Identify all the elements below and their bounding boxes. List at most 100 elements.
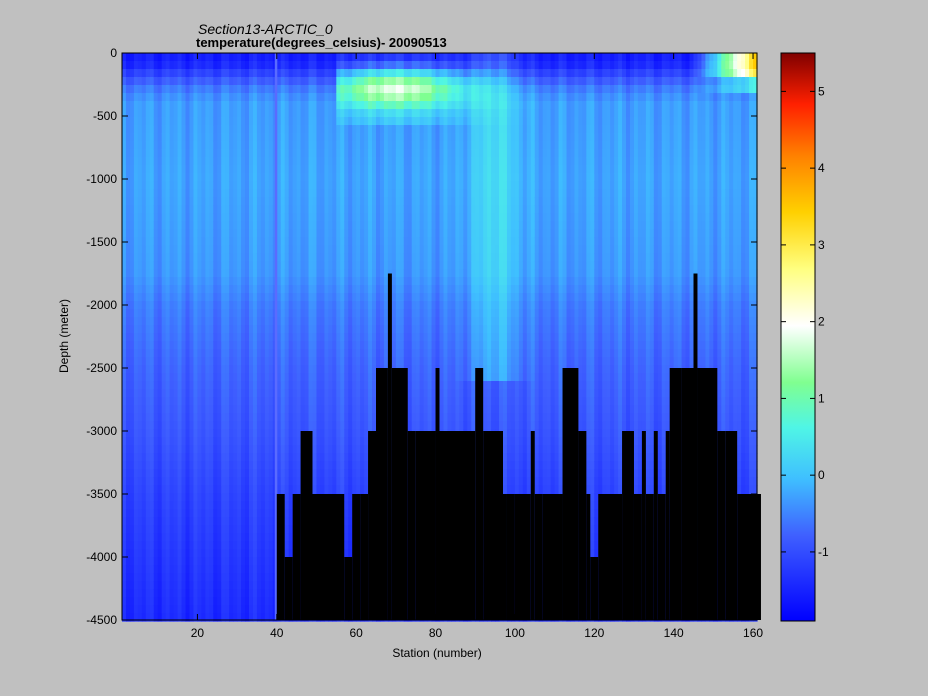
heatmap-cell: [252, 485, 258, 494]
heatmap-cell: [340, 325, 345, 334]
heatmap-cell: [304, 309, 310, 318]
heatmap-cell: [312, 229, 318, 238]
heatmap-cell: [292, 141, 298, 150]
heatmap-cell: [213, 605, 218, 614]
heatmap-cell: [340, 349, 345, 358]
heatmap-cell: [256, 549, 262, 558]
heatmap-cell: [225, 253, 230, 262]
heatmap-cell: [137, 589, 143, 598]
heatmap-cell: [205, 173, 210, 182]
heatmap-cell: [256, 205, 262, 214]
heatmap-cell: [348, 61, 353, 70]
heatmap-cell: [332, 117, 337, 126]
heatmap-cell: [268, 573, 274, 582]
heatmap-cell: [177, 133, 183, 142]
heatmap-cell: [157, 77, 163, 86]
heatmap-cell: [276, 301, 282, 310]
heatmap-cell: [133, 325, 139, 334]
heatmap-cell: [205, 381, 210, 390]
heatmap-cell: [201, 381, 206, 390]
heatmap-cell: [395, 229, 401, 238]
heatmap-cell: [125, 197, 131, 206]
heatmap-cell: [221, 509, 226, 518]
heatmap-cell: [157, 541, 163, 550]
heatmap-cell: [391, 165, 397, 174]
heatmap-cell: [364, 421, 369, 430]
heatmap-cell: [276, 325, 282, 334]
heatmap-cell: [201, 453, 206, 462]
heatmap-cell: [268, 141, 274, 150]
heatmap-cell: [129, 429, 135, 438]
heatmap-cell: [348, 437, 353, 446]
heatmap-cell: [153, 405, 159, 414]
heatmap-cell: [185, 533, 191, 542]
heatmap-cell: [372, 109, 377, 118]
heatmap-cell: [181, 61, 187, 70]
heatmap-cell: [189, 557, 195, 566]
heatmap-cell: [276, 461, 282, 470]
heatmap-cell: [336, 141, 341, 150]
heatmap-cell: [276, 373, 282, 382]
heatmap-cell: [249, 469, 254, 478]
heatmap-cell: [229, 557, 234, 566]
heatmap-cell: [177, 605, 183, 614]
heatmap-cell: [225, 581, 230, 590]
heatmap-cell: [348, 365, 353, 374]
heatmap-cell: [165, 229, 171, 238]
heatmap-cell: [145, 285, 151, 294]
heatmap-cell: [129, 229, 135, 238]
heatmap-cell: [332, 437, 337, 446]
heatmap-cell: [292, 261, 298, 270]
heatmap-cell: [336, 485, 341, 494]
heatmap-cell: [360, 341, 365, 350]
heatmap-cell: [391, 69, 397, 78]
heatmap-cell: [149, 93, 155, 102]
heatmap-cell: [245, 181, 250, 190]
heatmap-cell: [372, 85, 377, 94]
heatmap-cell: [252, 109, 258, 118]
heatmap-cell: [284, 533, 290, 542]
heatmap-cell: [324, 309, 329, 318]
heatmap-cell: [340, 285, 345, 294]
heatmap-cell: [372, 53, 377, 62]
heatmap-cell: [284, 381, 290, 390]
heatmap-cell: [157, 189, 163, 198]
heatmap-cell: [368, 317, 373, 326]
heatmap-cell: [348, 285, 353, 294]
heatmap-cell: [340, 101, 345, 110]
heatmap-cell: [284, 485, 290, 494]
heatmap-cell: [379, 101, 385, 110]
heatmap-cell: [122, 557, 127, 566]
heatmap-cell: [241, 141, 246, 150]
heatmap-cell: [133, 397, 139, 406]
heatmap-cell: [133, 109, 139, 118]
heatmap-cell: [368, 421, 373, 430]
heatmap-cell: [161, 581, 167, 590]
heatmap-cell: [264, 301, 270, 310]
heatmap-cell: [328, 437, 333, 446]
heatmap-cell: [201, 493, 206, 502]
heatmap-cell: [181, 173, 187, 182]
heatmap-cell: [233, 101, 238, 110]
heatmap-cell: [133, 149, 139, 158]
heatmap-cell: [173, 293, 179, 302]
heatmap-cell: [256, 405, 262, 414]
heatmap-cell: [141, 221, 147, 230]
heatmap-cell: [320, 261, 326, 270]
heatmap-cell: [348, 357, 353, 366]
heatmap-cell: [157, 421, 163, 430]
heatmap-cell: [209, 533, 214, 542]
heatmap-cell: [209, 293, 214, 302]
heatmap-cell: [137, 565, 143, 574]
heatmap-cell: [205, 229, 210, 238]
heatmap-cell: [268, 181, 274, 190]
heatmap-cell: [368, 125, 373, 134]
heatmap-cell: [260, 437, 266, 446]
heatmap-cell: [395, 285, 401, 294]
heatmap-cell: [387, 149, 393, 158]
heatmap-cell: [229, 93, 234, 102]
heatmap-cell: [125, 317, 131, 326]
heatmap-cell: [241, 93, 246, 102]
heatmap-cell: [149, 413, 155, 422]
heatmap-cell: [399, 157, 405, 166]
